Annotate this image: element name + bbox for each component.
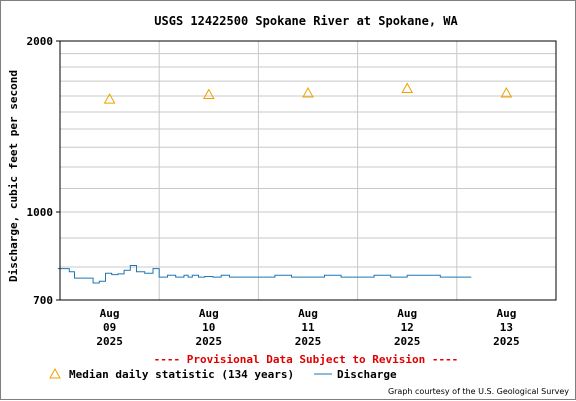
x-tick-month: Aug — [199, 307, 219, 320]
median-point — [103, 93, 116, 104]
x-tick-year: 2025 — [196, 335, 223, 348]
horizontal-gridlines — [60, 53, 556, 268]
plot-border — [59, 40, 557, 301]
discharge-series-line — [57, 265, 472, 284]
median-markers — [103, 82, 513, 104]
y-tick-label: 1000 — [27, 206, 54, 219]
x-tick-day: 10 — [202, 321, 215, 334]
vertical-gridlines — [158, 41, 458, 300]
y-tick-label: 2000 — [27, 35, 54, 48]
median-point — [302, 86, 314, 98]
x-tick-day: 13 — [500, 321, 513, 334]
x-tick-day: 09 — [103, 321, 116, 334]
y-tick-label: 700 — [33, 294, 53, 307]
median-point — [401, 82, 414, 93]
y-tick-labels: 700 1000 2000 — [27, 35, 60, 307]
x-tick-month: Aug — [496, 307, 516, 320]
x-tick-labels: Aug092025Aug102025Aug112025Aug122025Aug1… — [96, 307, 519, 348]
x-tick-month: Aug — [298, 307, 318, 320]
y-axis-label: Discharge, cubic feet per second — [7, 70, 20, 282]
x-tick-day: 12 — [401, 321, 414, 334]
legend-discharge-label: Discharge — [337, 368, 397, 381]
credit-text: Graph courtesy of the U.S. Geological Su… — [388, 387, 569, 396]
x-tick-year: 2025 — [96, 335, 123, 348]
x-tick-year: 2025 — [394, 335, 421, 348]
x-tick-month: Aug — [397, 307, 417, 320]
median-point — [202, 88, 215, 100]
legend-median-label: Median daily statistic (134 years) — [69, 368, 294, 381]
median-point — [500, 86, 513, 98]
x-tick-year: 2025 — [295, 335, 322, 348]
provisional-note: ---- Provisional Data Subject to Revisio… — [154, 353, 459, 366]
chart-title: USGS 12422500 Spokane River at Spokane, … — [154, 14, 458, 28]
x-tick-day: 11 — [301, 321, 315, 334]
x-tick-month: Aug — [100, 307, 120, 320]
x-tick-year: 2025 — [493, 335, 520, 348]
legend-median-marker — [49, 367, 61, 379]
plot-area — [60, 41, 556, 300]
